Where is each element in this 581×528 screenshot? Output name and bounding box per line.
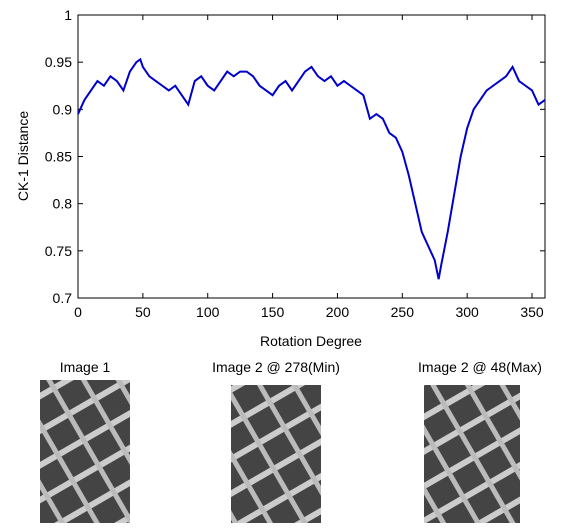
x-tick-label: 100 [196,304,220,320]
y-tick-label: 0.9 [53,101,73,117]
y-tick-label: 0.75 [45,243,72,259]
image-caption: Image 2 @ 278(Min) [212,359,340,375]
x-tick-label: 250 [391,304,415,320]
image-caption: Image 1 [60,359,111,375]
image-caption: Image 2 @ 48(Max) [418,359,542,375]
image [231,385,321,523]
x-tick-label: 300 [455,304,479,320]
y-tick-label: 1 [64,7,72,23]
x-tick-label: 150 [261,304,285,320]
x-axis-label: Rotation Degree [260,333,362,349]
x-tick-label: 50 [135,304,151,320]
image [424,385,520,523]
y-tick-label: 0.8 [53,196,73,212]
data-line [77,57,546,280]
y-axis-label: CK-1 Distance [15,111,31,201]
image [40,380,130,523]
y-tick-label: 0.95 [45,54,72,70]
y-tick-label: 0.7 [53,290,73,306]
x-tick-label: 350 [520,304,544,320]
x-tick-label: 0 [74,304,82,320]
plot-frame [77,14,546,299]
y-tick-label: 0.85 [45,149,72,165]
x-tick-label: 200 [326,304,350,320]
